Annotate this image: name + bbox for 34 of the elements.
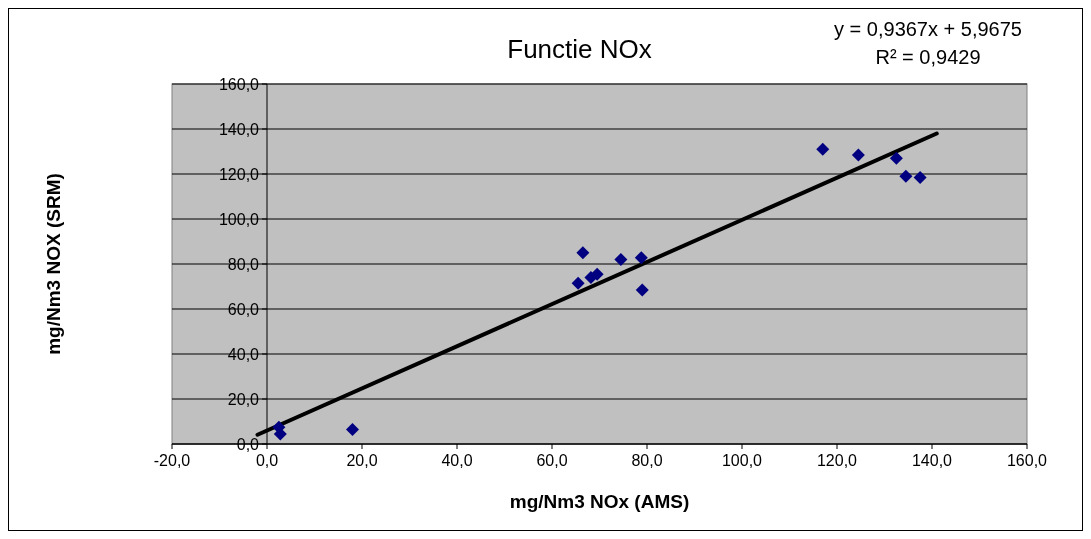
text: y = 0,9367x + 5,9675 [834, 18, 1022, 40]
point [889, 151, 903, 165]
y-tick-label: 60,0 [227, 301, 260, 318]
y-tick-label: 120,0 [218, 166, 260, 183]
x-tick-label: -20,0 [153, 452, 191, 469]
point [590, 267, 604, 281]
x-tick-label: 80,0 [631, 452, 663, 469]
x-tick-label: 100,0 [721, 452, 763, 469]
y-tick-label: 20,0 [227, 391, 260, 408]
x-tick-label: 40,0 [441, 452, 473, 469]
point [634, 251, 648, 265]
point [816, 142, 830, 156]
y-tick-label: 140,0 [218, 121, 260, 138]
x-tick-label: 160,0 [1006, 452, 1048, 469]
point [635, 283, 649, 297]
point [346, 422, 359, 436]
point [614, 253, 628, 266]
point [851, 148, 865, 162]
point [913, 170, 927, 184]
x-axis-title: mg/Nm3 NOx (AMS) [509, 491, 690, 512]
point [571, 276, 585, 290]
x-tick-label: 0,0 [255, 452, 279, 469]
y-tick-label: 80,0 [227, 256, 260, 273]
x-tick-label: 120,0 [816, 452, 858, 469]
text: R² = 0,9429 [875, 46, 981, 68]
point [899, 169, 913, 183]
point [576, 246, 590, 260]
x-tick-label: 60,0 [536, 452, 568, 469]
x-tick-label: 20,0 [346, 452, 378, 469]
chart-title: Functie NOx [507, 34, 652, 64]
x-tick-label: 140,0 [911, 452, 953, 469]
y-tick-label: 40,0 [227, 346, 260, 363]
y-tick-label: 100,0 [218, 211, 260, 228]
y-axis-title: mg/Nm3 NOX (SRM) [43, 173, 64, 355]
